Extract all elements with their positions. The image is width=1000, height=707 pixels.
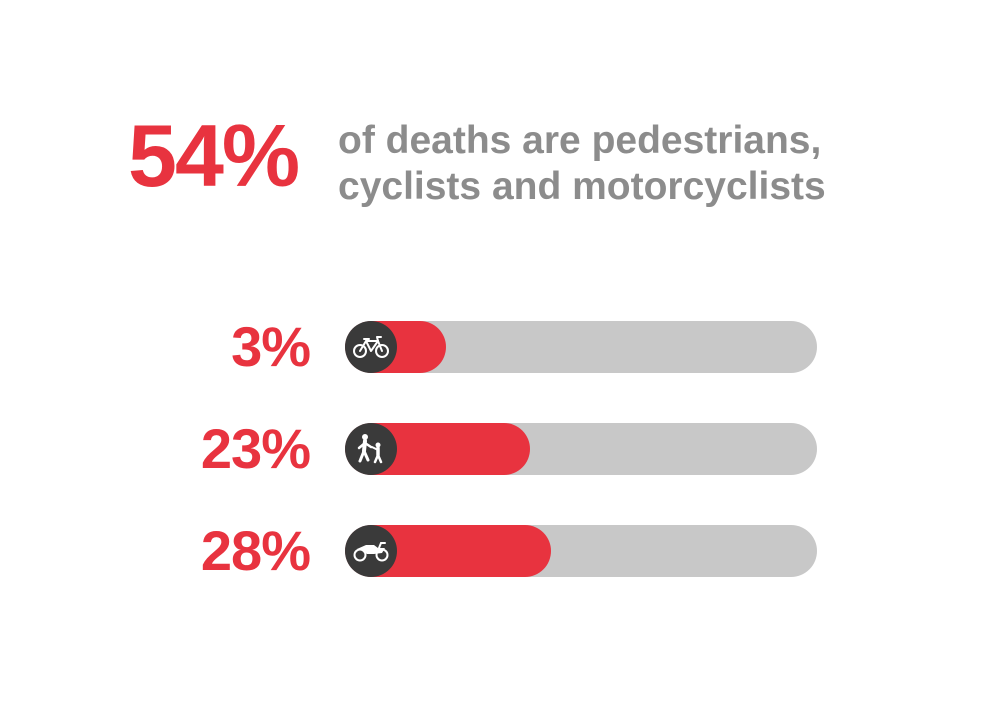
headline-text-line1: of deaths are pedestrians, (338, 119, 822, 162)
motorcycle-icon (345, 525, 397, 577)
bar-row-pedestrians: 23% (0, 421, 1000, 477)
bar-row-cyclists: 3% (0, 319, 1000, 375)
bar-value-label: 28% (200, 519, 311, 582)
bicycle-icon (345, 321, 397, 373)
bar-track (345, 423, 817, 475)
bar-track (345, 321, 817, 373)
bar-track (345, 525, 817, 577)
pedestrian-icon (345, 423, 397, 475)
bar-value-label: 23% (200, 417, 311, 480)
headline-text-line2: cyclists and motorcyclists (338, 165, 826, 208)
bar-row-motorcyclists: 28% (0, 523, 1000, 579)
headline-text: of deaths are pedestrians, cyclists and … (338, 118, 898, 210)
headline-value: 54% (128, 106, 300, 205)
bar-value-label: 3% (231, 315, 311, 378)
